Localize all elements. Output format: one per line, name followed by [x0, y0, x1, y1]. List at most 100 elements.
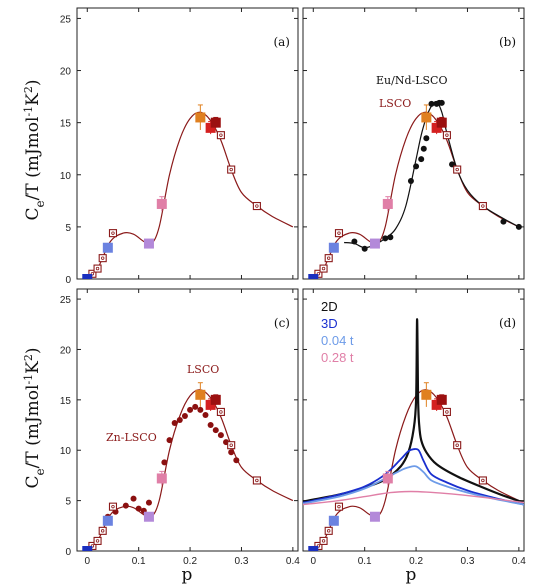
svg-text:Ce/T (mJmol-1K2): Ce/T (mJmol-1K2) [22, 79, 47, 220]
data-point-square [436, 394, 447, 405]
x-tick-label: 0 [84, 556, 90, 567]
data-point-open-square [478, 201, 487, 211]
data-point-dot [202, 411, 209, 418]
data-point-square [205, 399, 216, 410]
plot-area [82, 104, 294, 279]
data-point-inner-ring [445, 133, 449, 137]
data-point-square [156, 473, 167, 484]
data-point-dot [130, 495, 137, 502]
data-point-inner-ring [111, 504, 115, 509]
data-point-open-square [319, 536, 328, 545]
data-point-inner-ring [111, 231, 115, 235]
data-point-open-square [88, 541, 97, 551]
plot-area [308, 99, 522, 279]
y-tick-label: 5 [65, 497, 71, 508]
data-point-dot [515, 223, 522, 230]
data-point-dot [233, 457, 240, 464]
data-point-square [328, 242, 339, 253]
series-line [312, 389, 520, 551]
x-tick-label: 0.3 [461, 556, 475, 567]
data-point-inner-ring [255, 204, 259, 208]
data-point-inner-ring [455, 167, 459, 172]
panel-label: (b) [499, 35, 516, 49]
data-point-dot [197, 406, 204, 413]
data-point-inner-ring [95, 266, 100, 271]
plot-area [303, 318, 524, 551]
y-tick-label: 20 [60, 345, 72, 356]
data-point-open-square [108, 502, 118, 511]
data-point-dot [166, 437, 173, 444]
data-point-open-square [319, 264, 328, 273]
ylabel-k: K [23, 93, 43, 106]
legend-entry: 0.04 t [321, 333, 354, 348]
data-point-dot [428, 100, 435, 107]
data-point-dot [161, 459, 168, 466]
legend-entry: 0.28 t [321, 350, 354, 365]
panel-4: 0 0.1 0.2 0.3 0.4 (d) 2D 3D 0.04 t 0.28 t [302, 288, 526, 567]
series-line [303, 465, 524, 506]
x-tick-label: 0.1 [358, 556, 372, 567]
x-axis-label-left: p [182, 565, 193, 585]
panel-label: (d) [499, 316, 516, 330]
data-point-open-square [98, 526, 107, 535]
data-point-open-square [227, 441, 236, 450]
data-point-dot [135, 505, 142, 512]
data-point-dot [187, 406, 194, 413]
panel-frame [302, 7, 525, 280]
annotation-lsco-c: LSCO [187, 363, 219, 376]
y-tick-label: 25 [60, 295, 72, 306]
series-line [312, 111, 520, 279]
x-tick-label: 0.2 [183, 556, 197, 567]
data-point-open-square [324, 254, 333, 263]
data-point-inner-ring [95, 539, 100, 543]
data-point-square [82, 546, 93, 551]
data-point-dot [418, 156, 425, 163]
panel-3: 0 5 10 15 20 25 0 0.1 0.2 0.3 0.4 (c) [60, 288, 300, 567]
data-point-square [210, 117, 221, 128]
data-point-inner-ring [481, 478, 485, 483]
series-line [344, 100, 520, 249]
legend-entry: 3D [321, 316, 338, 331]
data-point-open-square [98, 254, 107, 263]
x-tick-label: 0.4 [286, 556, 300, 567]
annotation-zn-lsco: Zn-LSCO [106, 431, 157, 444]
data-point-open-square [252, 201, 261, 211]
data-point-dot [423, 135, 430, 142]
data-point-open-square [314, 541, 323, 551]
data-point-dot [382, 235, 389, 242]
y-tick-label: 15 [60, 396, 72, 407]
data-point-dot [217, 432, 224, 439]
data-point-inner-ring [455, 443, 459, 447]
data-point-square [102, 515, 113, 526]
data-point-square [102, 242, 113, 253]
data-point-open-square [478, 476, 487, 485]
y-tick-label: 25 [60, 14, 72, 25]
data-point-inner-ring [321, 266, 326, 271]
data-point-open-square [227, 165, 236, 174]
ylabel-exp2: 2 [22, 354, 35, 361]
data-point-dot [212, 427, 219, 434]
data-point-inner-ring [229, 443, 233, 447]
series-line [86, 389, 294, 551]
data-point-inner-ring [90, 272, 95, 276]
data-point-dot [228, 449, 235, 456]
y-tick-label: 0 [65, 275, 71, 286]
ylabel-sub: e [33, 200, 47, 207]
y-axis-label-top: Ce/T (mJmol-1K2) [22, 79, 47, 220]
ylabel-c: C [23, 476, 43, 489]
panel-frame [302, 288, 525, 552]
data-point-inner-ring [316, 544, 321, 548]
data-point-open-square [216, 131, 225, 140]
x-axis-label-right: p [406, 565, 417, 585]
data-point-open-square [93, 536, 102, 545]
y-tick-label: 20 [60, 67, 72, 78]
data-point-square [210, 394, 221, 405]
panel-label: (c) [274, 316, 290, 330]
data-point-inner-ring [100, 256, 105, 260]
data-point-dot [122, 502, 129, 509]
panel-1: 0 5 10 15 20 25 (a) [60, 7, 299, 286]
y-tick-label: 10 [60, 446, 72, 457]
data-point-inner-ring [219, 410, 223, 414]
x-tick-label: 0.2 [409, 556, 423, 567]
